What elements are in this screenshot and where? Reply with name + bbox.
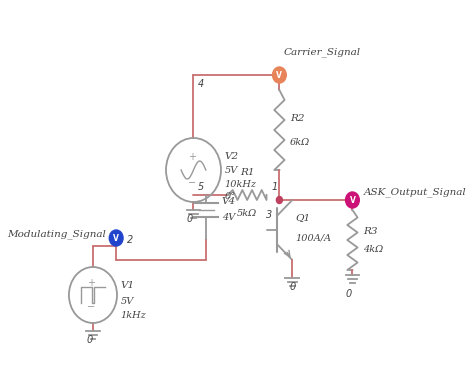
Text: 4kΩ: 4kΩ [363, 245, 383, 254]
Text: 0°: 0° [224, 191, 236, 200]
Text: V4: V4 [222, 197, 236, 206]
Text: Carrier_Signal: Carrier_Signal [284, 47, 361, 57]
Text: V: V [349, 196, 356, 205]
Text: 1kHz: 1kHz [120, 310, 146, 319]
Text: 0: 0 [187, 214, 193, 224]
Text: 0: 0 [289, 282, 295, 292]
Circle shape [276, 196, 283, 203]
Circle shape [109, 230, 123, 246]
Text: 0: 0 [346, 289, 352, 299]
Circle shape [273, 67, 286, 83]
Text: +: + [188, 151, 196, 162]
Text: R3: R3 [363, 227, 377, 236]
Text: 0: 0 [86, 335, 92, 345]
Text: V: V [276, 71, 283, 80]
Text: 1: 1 [272, 182, 278, 192]
Circle shape [346, 192, 359, 208]
Text: Q1: Q1 [296, 214, 311, 223]
Text: R1: R1 [240, 168, 255, 177]
Text: ASK_Output_Signal: ASK_Output_Signal [364, 187, 466, 197]
Text: −: − [188, 178, 196, 188]
Text: 4V: 4V [222, 213, 235, 222]
Text: R2: R2 [290, 113, 304, 123]
Text: 3: 3 [266, 210, 273, 220]
Text: Modulating_Signal: Modulating_Signal [7, 229, 106, 239]
Text: V1: V1 [120, 280, 135, 289]
Text: 100A/A: 100A/A [296, 233, 332, 242]
Text: 5kΩ: 5kΩ [237, 209, 257, 218]
Text: −: − [87, 302, 95, 312]
Text: V: V [113, 233, 119, 242]
Text: 6kΩ: 6kΩ [290, 138, 310, 147]
Text: 5V: 5V [120, 297, 134, 306]
Text: 10kHz: 10kHz [224, 180, 256, 188]
Text: 5: 5 [198, 182, 204, 192]
Text: V2: V2 [224, 151, 238, 160]
Text: 2: 2 [127, 235, 133, 245]
Text: 5V: 5V [224, 166, 237, 175]
Text: +: + [87, 278, 95, 288]
Text: 4: 4 [198, 79, 204, 89]
